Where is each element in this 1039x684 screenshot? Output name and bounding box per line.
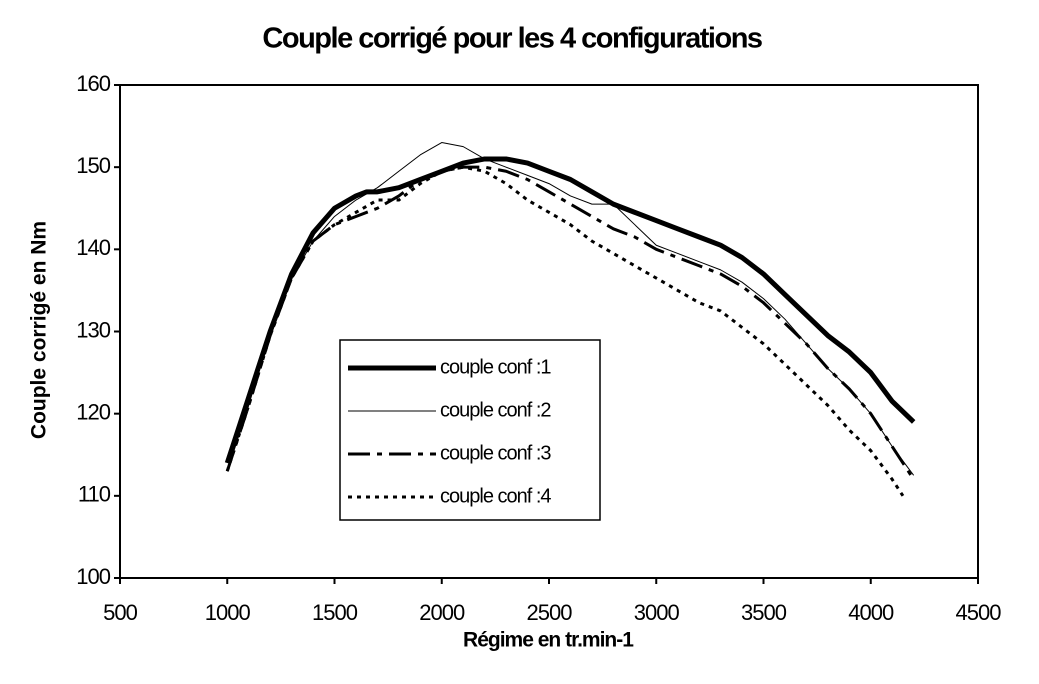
x-tick-label: 2000 [419, 600, 465, 625]
y-tick-label: 160 [76, 71, 110, 96]
series-line [224, 156, 916, 464]
legend-label: couple conf :4 [440, 485, 551, 507]
x-tick-label: 4500 [956, 600, 1002, 625]
y-axis-label: Couple corrigé en Nm [28, 221, 51, 439]
x-tick-label: 500 [103, 600, 137, 625]
legend-label: couple conf :3 [440, 442, 551, 464]
y-tick-label: 120 [76, 399, 110, 424]
x-tick-label: 3500 [741, 600, 787, 625]
legend-label: couple conf :2 [440, 399, 551, 421]
y-tick-label: 110 [78, 482, 111, 507]
y-tick-label: 130 [76, 317, 110, 342]
series-line [225, 165, 915, 481]
chart-title: Couple corrigé pour les 4 configurations [262, 23, 761, 55]
y-tick-label: 140 [76, 235, 110, 260]
legend-label: couple conf :1 [440, 356, 551, 378]
series-line [225, 165, 905, 497]
y-tick-label: 150 [76, 153, 110, 178]
x-tick-label: 3000 [634, 600, 680, 625]
x-tick-label: 2500 [527, 600, 573, 625]
y-tick-label: 100 [76, 564, 110, 589]
x-tick-label: 1000 [205, 600, 251, 625]
x-tick-label: 4000 [848, 600, 894, 625]
x-tick-label: 1500 [312, 600, 358, 625]
x-axis-label: Régime en tr.min-1 [463, 629, 634, 652]
